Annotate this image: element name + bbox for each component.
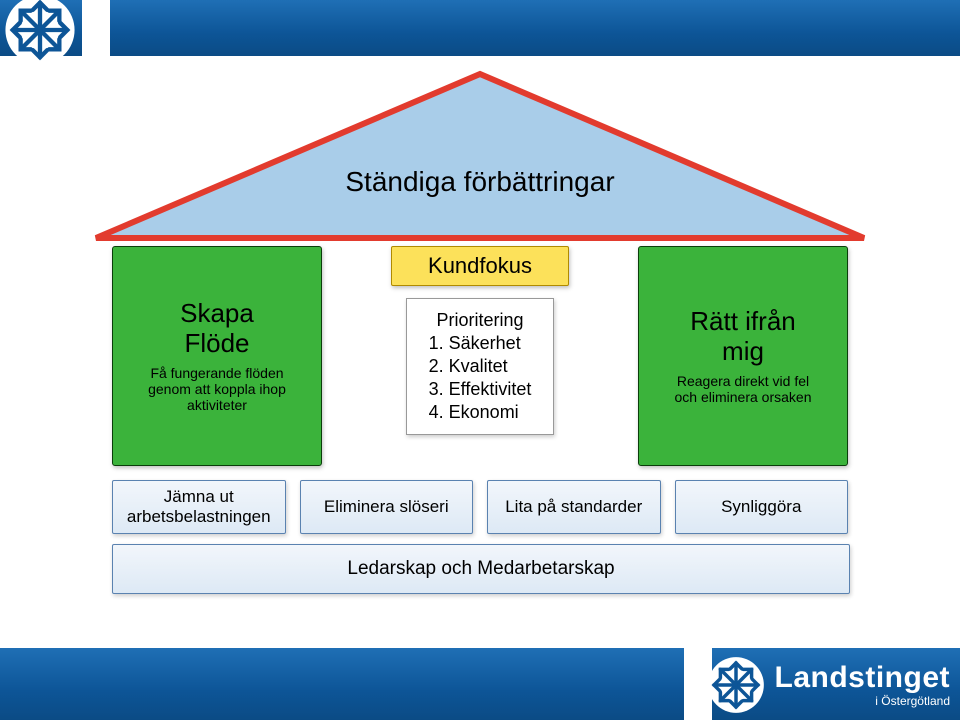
pillar-left-sub-l3: aktiviteter [187, 397, 247, 413]
pillar-right-title-l2: mig [722, 336, 764, 366]
center-column: Kundfokus Prioritering 1. Säkerhet 2. Kv… [360, 246, 600, 466]
pillar-right-title: Rätt ifrån mig [690, 307, 796, 367]
foundation-cell-3: Lita på standarder [487, 480, 661, 534]
pillar-right-title-l1: Rätt ifrån [690, 306, 796, 336]
pillar-left-title: Skapa Flöde [180, 299, 254, 359]
foundation-cell-2-text: Eliminera slöseri [324, 497, 449, 517]
landstinget-logo-bottom-icon [707, 656, 765, 714]
foundation-cell-2: Eliminera slöseri [300, 480, 474, 534]
roof-label: Ständiga förbättringar [92, 166, 868, 198]
prioritering-item-2: 2. Kvalitet [429, 355, 532, 378]
top-bar-band [82, 0, 110, 56]
pillar-left-title-l1: Skapa [180, 298, 254, 328]
foundation-cell-3-text: Lita på standarder [505, 497, 642, 517]
kundfokus-box: Kundfokus [391, 246, 569, 286]
foundation-base-text: Ledarskap och Medarbetarskap [347, 558, 614, 580]
pillar-ratt-ifran-mig: Rätt ifrån mig Reagera direkt vid fel oc… [638, 246, 848, 466]
prioritering-header: Prioritering [429, 309, 532, 332]
foundation-cell-1-text: Jämna utarbetsbelastningen [127, 487, 271, 527]
bottom-corner: Landstinget i Östergötland [707, 656, 951, 714]
brand-name: Landstinget [775, 662, 951, 694]
pillar-skapa-flode: Skapa Flöde Få fungerande flöden genom a… [112, 246, 322, 466]
pillar-left-sub: Få fungerande flöden genom att koppla ih… [148, 365, 286, 413]
foundation-cell-4-text: Synliggöra [721, 497, 801, 517]
pillar-left-sub-l2: genom att koppla ihop [148, 381, 286, 397]
pillar-left-sub-l1: Få fungerande flöden [150, 365, 283, 381]
pillar-right-sub-l2: och eliminera orsaken [675, 389, 812, 405]
pillar-left-title-l2: Flöde [184, 328, 249, 358]
pillar-right-sub-l1: Reagera direkt vid fel [677, 373, 809, 389]
pillars-row: Skapa Flöde Få fungerande flöden genom a… [112, 246, 848, 466]
brand-subtitle: i Östergötland [875, 695, 950, 708]
foundation-cell-1: Jämna utarbetsbelastningen [112, 480, 286, 534]
foundation-row: Jämna utarbetsbelastningen Eliminera slö… [112, 480, 848, 534]
prioritering-item-4: 4. Ekonomi [429, 401, 532, 424]
house-diagram: Ständiga förbättringar Skapa Flöde Få fu… [92, 66, 868, 626]
roof: Ständiga förbättringar [92, 66, 868, 246]
prioritering-box: Prioritering 1. Säkerhet 2. Kvalitet 3. … [406, 298, 555, 435]
foundation-cell-4: Synliggöra [675, 480, 849, 534]
landstinget-logo-icon [4, 0, 76, 66]
bottom-bar: Landstinget i Östergötland [0, 648, 960, 720]
brand-text: Landstinget i Östergötland [775, 662, 951, 708]
prioritering-item-1: 1. Säkerhet [429, 332, 532, 355]
top-bar [0, 0, 960, 56]
prioritering-item-3: 3. Effektivitet [429, 378, 532, 401]
pillar-right-sub: Reagera direkt vid fel och eliminera ors… [675, 373, 812, 405]
foundation-base: Ledarskap och Medarbetarskap [112, 544, 850, 594]
